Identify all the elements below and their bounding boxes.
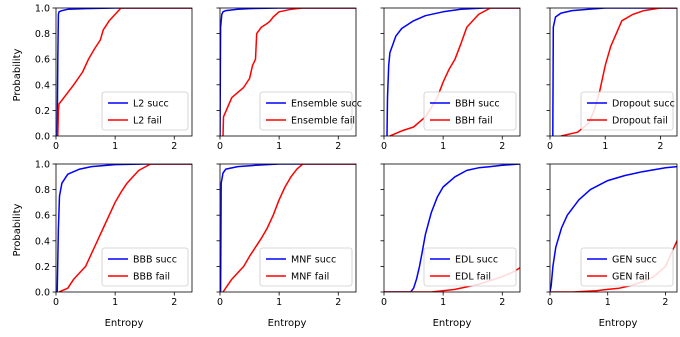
y-tick-label: 0.8: [35, 29, 50, 40]
legend-label-fail: GEN fail: [612, 272, 650, 283]
y-axis-label-bottom: Probability: [12, 203, 23, 256]
legend-ensemble: Ensemble succ Ensemble fail: [259, 91, 362, 131]
x-axis-label-1: Entropy: [105, 318, 144, 329]
axes-frame: [383, 7, 521, 137]
y-axis-label-top: Probability: [12, 48, 23, 101]
legend-label-succ: Dropout succ: [612, 99, 675, 110]
panel-bbb: 0 1 2 0.0 0.2 0.4 0.6 0.8 1.0 BBB succ BBB fail: [35, 160, 193, 308]
x-tick-label: 0: [547, 141, 553, 152]
series-line-ensemble-fail: [222, 8, 356, 136]
y-tick-label: 0.0: [35, 288, 50, 299]
x-tick-label: 0: [53, 297, 59, 308]
y-tick-label: 0.2: [35, 106, 50, 117]
panel-bbh: 0 1 2 BBH succ BBH fail: [380, 7, 521, 152]
panel-edl: 0 1 2 EDL succ EDL fail: [380, 163, 521, 308]
legend-label-fail: MNF fail: [291, 272, 329, 283]
x-tick-label: 0: [217, 297, 223, 308]
legend-gen: GEN succ GEN fail: [580, 247, 674, 287]
y-tick-label: 0.6: [35, 55, 50, 66]
axes-frame: [219, 163, 357, 293]
legend-edl: EDL succ EDL fail: [423, 247, 517, 287]
y-tick-label: 1.0: [35, 160, 50, 171]
legend-label-fail: BBH fail: [455, 116, 493, 127]
legend-label-succ: BBB succ: [133, 255, 177, 266]
x-tick-label: 0: [53, 141, 59, 152]
axes-frame: [383, 163, 521, 293]
x-tick-label: 1: [112, 297, 118, 308]
x-tick-label: 0: [381, 297, 387, 308]
legend-label-fail: EDL fail: [455, 272, 491, 283]
series-line-l2-fail: [57, 8, 192, 136]
y-tick-label: 1.0: [35, 4, 50, 15]
x-tick-label: 1: [440, 141, 446, 152]
x-axis-label-4: Entropy: [599, 318, 638, 329]
series-line-edl-succ: [384, 164, 520, 292]
y-tick-label: 0.4: [35, 236, 50, 247]
x-tick-label: 2: [171, 141, 177, 152]
legend-label-succ: BBH succ: [455, 99, 500, 110]
legend-label-succ: L2 succ: [133, 99, 169, 110]
series-line-mnf-fail: [222, 164, 356, 292]
x-tick-label: 2: [499, 141, 505, 152]
axes-frame: [549, 7, 678, 137]
panel-l2: 0 1 2 0.0 0.2 0.4 0.6 0.8 1.0 L2 succ L2 fail: [35, 4, 193, 152]
x-tick-label: 2: [335, 141, 341, 152]
legend-dropout: Dropout succ Dropout fail: [580, 91, 675, 131]
axes-frame: [55, 163, 193, 293]
legend-label-fail: Ensemble fail: [291, 116, 355, 127]
x-tick-label: 2: [662, 297, 668, 308]
legend-bbb: BBB succ BBB fail: [101, 247, 189, 287]
x-tick-label: 1: [440, 297, 446, 308]
series-line-bbb-succ: [56, 164, 192, 292]
x-tick-label: 2: [657, 141, 663, 152]
axes-frame: [55, 7, 193, 137]
panel-dropout: 0 1 2 Dropout succ Dropout fail: [546, 7, 678, 152]
panels: 0 1 2 0.0 0.2 0.4 0.6 0.8 1.0 L2 succ L2 fail 0 1 2 En…: [35, 4, 678, 308]
y-tick-label: 0.4: [35, 80, 50, 91]
y-tick-label: 0.0: [35, 132, 50, 143]
series-line-bbh-succ: [386, 8, 520, 136]
x-tick-label: 1: [112, 141, 118, 152]
x-tick-label: 2: [335, 297, 341, 308]
legend-label-succ: Ensemble succ: [291, 99, 362, 110]
legend-label-fail: L2 fail: [133, 116, 162, 127]
y-tick-label: 0.2: [35, 262, 50, 273]
x-tick-label: 1: [602, 141, 608, 152]
x-axis-label-3: Entropy: [433, 318, 472, 329]
series-line-bbh-fail: [389, 8, 520, 136]
legend-bbh: BBH succ BBH fail: [423, 91, 517, 131]
x-tick-label: 0: [217, 141, 223, 152]
y-tick-label: 0.6: [35, 211, 50, 222]
x-tick-label: 0: [381, 141, 387, 152]
panel-gen: 0 1 2 GEN succ GEN fail: [546, 163, 678, 308]
x-axis-label-2: Entropy: [268, 318, 307, 329]
x-tick-label: 2: [499, 297, 505, 308]
legend-l2: L2 succ L2 fail: [101, 91, 189, 131]
x-tick-label: 1: [276, 141, 282, 152]
x-tick-label: 1: [276, 297, 282, 308]
series-line-bbb-fail: [58, 164, 192, 292]
axes-frame: [219, 7, 357, 137]
x-tick-label: 1: [605, 297, 611, 308]
x-tick-label: 0: [547, 297, 553, 308]
y-tick-label: 0.8: [35, 185, 50, 196]
legend-label-succ: EDL succ: [455, 255, 498, 266]
series-line-gen-succ: [550, 165, 677, 292]
legend-mnf: MNF succ MNF fail: [259, 247, 353, 287]
panel-mnf: 0 1 2 MNF succ MNF fail: [216, 163, 357, 308]
legend-label-succ: GEN succ: [612, 255, 657, 266]
panel-ensemble: 0 1 2 Ensemble succ Ensemble fail: [216, 7, 362, 152]
legend-label-fail: BBB fail: [133, 272, 170, 283]
legend-label-fail: Dropout fail: [612, 116, 668, 127]
axes-frame: [549, 163, 678, 293]
legend-label-succ: MNF succ: [291, 255, 336, 266]
x-tick-label: 2: [171, 297, 177, 308]
